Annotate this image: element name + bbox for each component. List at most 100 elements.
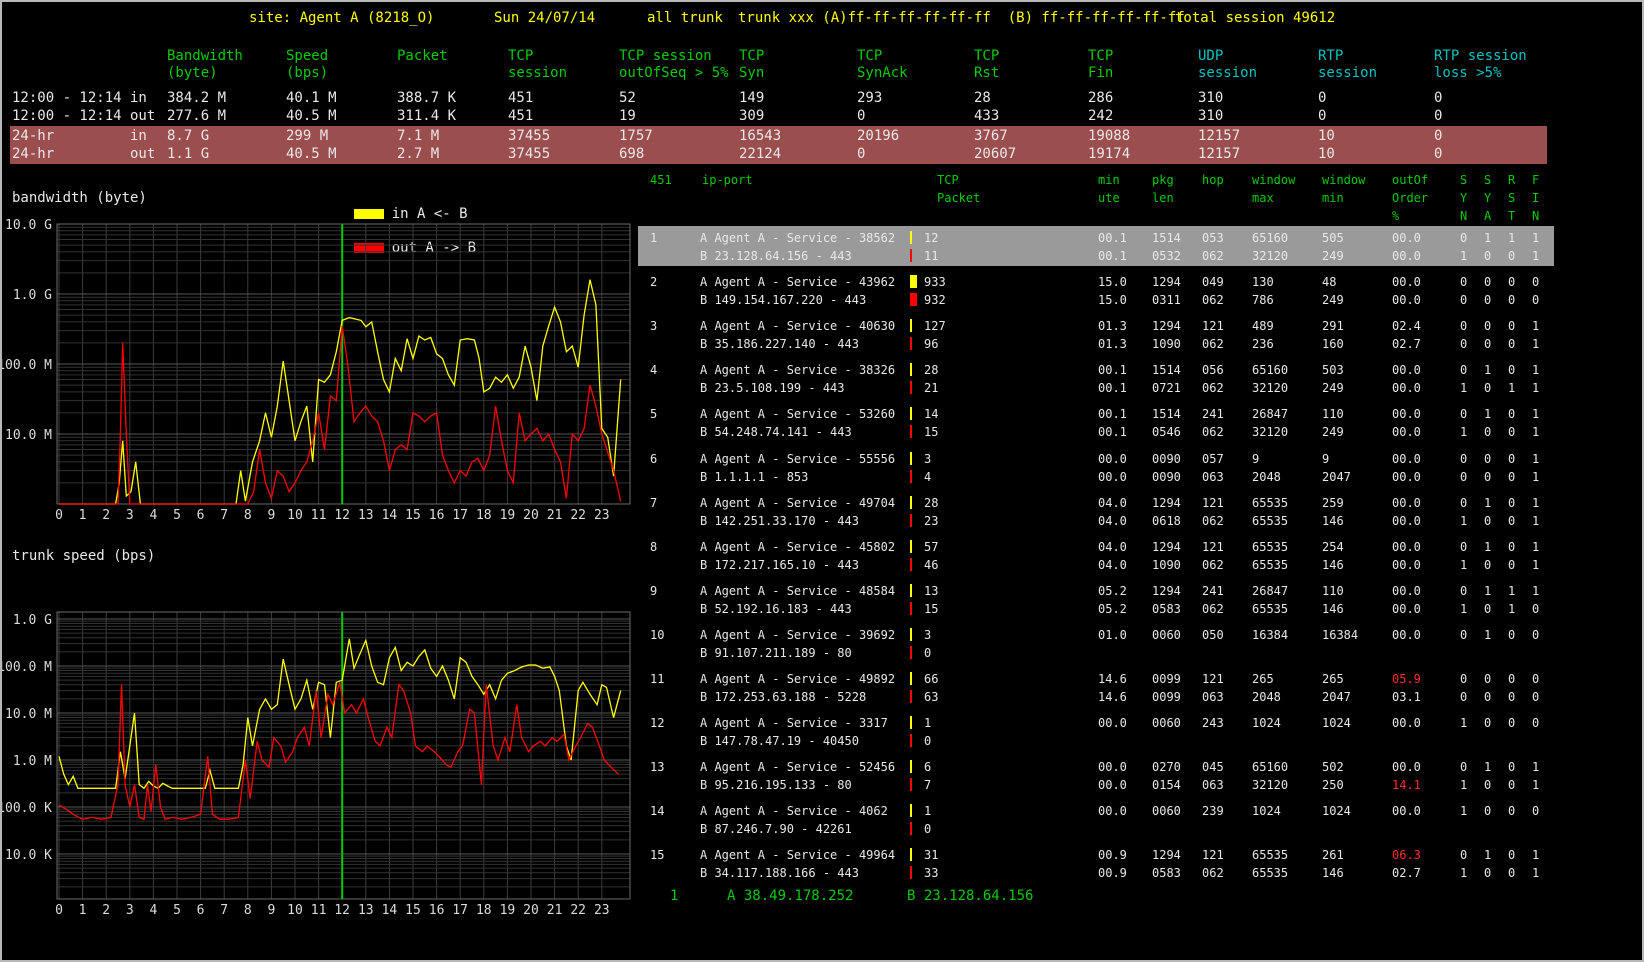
session-row-3-b[interactable]: B 35.186.227.140 - 443 96 01.3 1090 062 236 16… [638, 335, 1554, 353]
session-endpoint-a: A Agent A - Service - 38562 [700, 231, 896, 245]
cell-tcp-packet: 31 [924, 848, 939, 862]
summary-col-header: Speed [286, 48, 329, 64]
session-col-header: 451 [650, 173, 672, 187]
session-row-number: 9 [650, 584, 658, 598]
cell-out-of-order: 00.0 [1392, 249, 1421, 263]
session-row-4-b[interactable]: B 23.5.108.199 - 443 21 00.1 0721 062 32120 24… [638, 379, 1554, 397]
session-row-6-b[interactable]: B 1.1.1.1 - 853 4 00.0 0090 063 2048 2047 00.0 0… [638, 468, 1554, 486]
cell-flag: 0 [1508, 778, 1516, 792]
session-row-1-b[interactable]: B 23.128.64.156 - 443 11 00.1 0532 062 32120 2… [638, 247, 1554, 265]
x-axis-tick: 15 [405, 903, 421, 918]
x-axis-tick: 4 [149, 903, 157, 918]
session-col-header: S [1460, 173, 1468, 187]
cell-flag: 0 [1484, 275, 1492, 289]
cell-window-min: 2047 [1322, 690, 1351, 704]
session-endpoint-b: B 23.128.64.156 - 443 [700, 249, 852, 263]
session-row-5-b[interactable]: B 54.248.74.141 - 443 15 00.1 0546 062 32120 2… [638, 423, 1554, 441]
y-axis-tick: 1.0 G [13, 288, 52, 303]
session-row-11-b[interactable]: B 172.253.63.188 - 5228 63 14.6 0099 063 2048… [638, 688, 1554, 706]
cell-out-of-order: 00.0 [1392, 558, 1421, 572]
cell-flag: 0 [1460, 407, 1468, 421]
session-col-header: F [1532, 173, 1540, 187]
session-row-10-a[interactable]: 10 A Agent A - Service - 39692 3 01.0 0060 05… [638, 626, 1554, 644]
packet-bar-b [910, 249, 912, 262]
session-row-2-b[interactable]: B 149.154.167.220 - 443 932 15.0 0311 062 786… [638, 291, 1554, 309]
session-endpoint-a: A Agent A - Service - 49704 [700, 496, 896, 510]
cell-pkg-len: 0546 [1152, 425, 1181, 439]
session-row-8-b[interactable]: B 172.217.165.10 - 443 46 04.0 1090 062 65535… [638, 556, 1554, 574]
session-row-15-b[interactable]: B 34.117.188.166 - 443 33 00.9 0583 062 65535… [638, 864, 1554, 882]
trunk-mode-selector[interactable]: all trunk [647, 10, 723, 26]
session-endpoint-a: A Agent A - Service - 53260 [700, 407, 896, 421]
cell-hop: 062 [1202, 558, 1224, 572]
cell-minute: 15.0 [1098, 275, 1127, 289]
y-axis-tick: 1.0 G [13, 613, 52, 628]
cell-window-min: 259 [1322, 496, 1344, 510]
trunk-mac-label: trunk xxx (A)ff-ff-ff-ff-ff-ff (B) ff-ff… [738, 10, 1185, 26]
session-row-11-a[interactable]: 11 A Agent A - Service - 49892 66 14.6 0099 1… [638, 670, 1554, 688]
cell-flag: 0 [1460, 848, 1468, 862]
session-row-7-b[interactable]: B 142.251.33.170 - 443 23 04.0 0618 062 65535… [638, 512, 1554, 530]
cell-window-min: 250 [1322, 778, 1344, 792]
session-row-13-b[interactable]: B 95.216.195.133 - 80 7 00.0 0154 063 32120 25… [638, 776, 1554, 794]
packet-bar-b [910, 602, 912, 615]
session-endpoint-b: B 91.107.211.189 - 80 [700, 646, 852, 660]
x-axis-tick: 3 [126, 903, 134, 918]
cell-flag: 0 [1460, 690, 1468, 704]
cell-hop: 062 [1202, 425, 1224, 439]
session-row-number: 15 [650, 848, 665, 862]
cell-flag: 0 [1508, 275, 1516, 289]
session-row-13-a[interactable]: 13 A Agent A - Service - 52456 6 00.0 0270 04… [638, 758, 1554, 776]
packet-bar-b [910, 690, 912, 703]
session-row-9-b[interactable]: B 52.192.16.183 - 443 15 05.2 0583 062 65535 1… [638, 600, 1554, 618]
cell-window-min: 502 [1322, 760, 1344, 774]
session-row-number: 4 [650, 363, 658, 377]
cell-window-max: 32120 [1252, 425, 1289, 439]
cell-flag: 0 [1508, 690, 1516, 704]
cell-flag: 0 [1532, 690, 1540, 704]
cell-minute: 14.6 [1098, 672, 1127, 686]
session-row-15-a[interactable]: 15 A Agent A - Service - 49964 31 00.9 1294 1… [638, 846, 1554, 864]
cell-out-of-order: 00.0 [1392, 425, 1421, 439]
cell-pkg-len: 0154 [1152, 778, 1181, 792]
session-endpoint-b: B 35.186.227.140 - 443 [700, 337, 859, 351]
footer-endpoint-a: A 38.49.178.252 [727, 888, 854, 904]
cell-out-of-order: 00.0 [1392, 584, 1421, 598]
session-col-header: min [1098, 173, 1120, 187]
summary-cell: 433 [974, 108, 1000, 124]
session-row-2-a[interactable]: 2 A Agent A - Service - 43962 933 15.0 1294 0… [638, 273, 1554, 291]
cell-tcp-packet: 0 [924, 822, 932, 836]
session-endpoint-a: A Agent A - Service - 4062 [700, 804, 888, 818]
cell-tcp-packet: 23 [924, 514, 939, 528]
cell-flag: 0 [1484, 672, 1492, 686]
session-row-9-a[interactable]: 9 A Agent A - Service - 48584 13 05.2 1294 24… [638, 582, 1554, 600]
session-row-14-a[interactable]: 14 A Agent A - Service - 4062 1 00.0 0060 239… [638, 802, 1554, 820]
session-endpoint-b: B 147.78.47.19 - 40450 [700, 734, 859, 748]
cell-out-of-order: 00.0 [1392, 628, 1421, 642]
session-row-14-b[interactable]: B 87.246.7.90 - 42261 0 [638, 820, 1554, 838]
cell-hop: 121 [1202, 848, 1224, 862]
session-row-number: 3 [650, 319, 658, 333]
session-row-12-a[interactable]: 12 A Agent A - Service - 3317 1 00.0 0060 243… [638, 714, 1554, 732]
cell-minute: 14.6 [1098, 690, 1127, 704]
session-endpoint-b: B 23.5.108.199 - 443 [700, 381, 845, 395]
x-axis-tick: 1 [79, 508, 87, 523]
packet-bar-a [910, 804, 912, 817]
session-row-10-b[interactable]: B 91.107.211.189 - 80 0 [638, 644, 1554, 662]
session-row-3-a[interactable]: 3 A Agent A - Service - 40630 127 01.3 1294 1… [638, 317, 1554, 335]
packet-bar-b [910, 646, 912, 659]
cell-hop: 121 [1202, 319, 1224, 333]
cell-out-of-order: 00.0 [1392, 293, 1421, 307]
summary-col-header: session [1198, 65, 1258, 81]
cell-flag: 1 [1484, 496, 1492, 510]
selected-row-highlight [638, 226, 1554, 266]
cell-flag: 0 [1532, 628, 1540, 642]
session-row-12-b[interactable]: B 147.78.47.19 - 40450 0 [638, 732, 1554, 750]
session-row-5-a[interactable]: 5 A Agent A - Service - 53260 14 00.1 1514 24… [638, 405, 1554, 423]
packet-bar-b [910, 514, 912, 527]
